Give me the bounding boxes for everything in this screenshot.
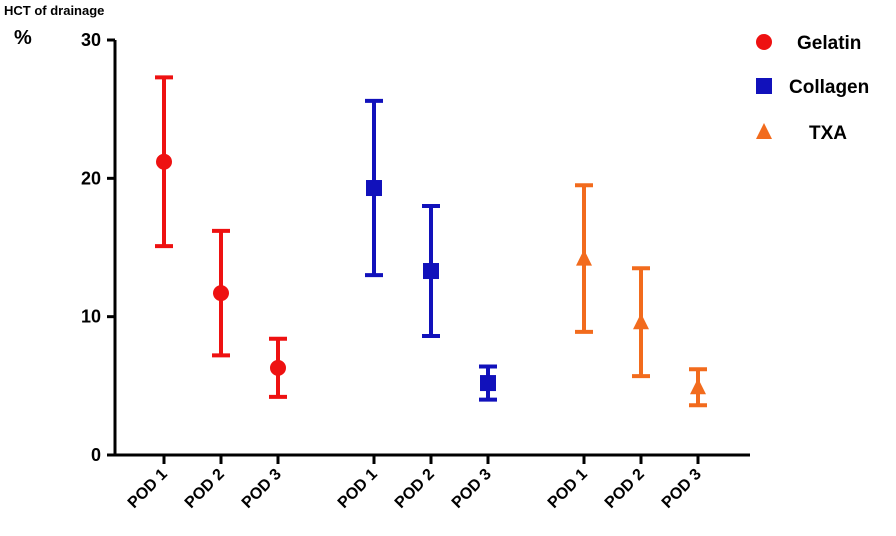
series-layer — [155, 75, 707, 408]
y-axis-unit: % — [14, 27, 32, 49]
y-tick-label: 10 — [81, 307, 101, 327]
data-point — [213, 285, 229, 302]
legend-label-collagen: Collagen — [789, 77, 869, 98]
y-tick-label: 20 — [81, 168, 101, 188]
data-point — [156, 153, 172, 170]
data-point — [270, 359, 286, 376]
data-point — [366, 180, 382, 197]
y-tick-label: 0 — [91, 445, 101, 465]
x-tick-label: POD 3 — [239, 466, 285, 512]
series-txa — [575, 183, 707, 408]
data-point — [423, 263, 439, 280]
legend-marker-gelatin — [756, 34, 772, 50]
legend-label-gelatin: Gelatin — [797, 33, 861, 54]
y-tick-label: 30 — [81, 30, 101, 50]
data-point — [576, 249, 592, 266]
legend-label-txa: TXA — [809, 123, 847, 144]
data-point — [633, 313, 649, 330]
y-ticks: 0 10 20 30 — [81, 30, 115, 465]
series-collagen — [365, 98, 497, 402]
x-tick-label: POD 1 — [335, 466, 381, 512]
x-tick-label: POD 2 — [182, 466, 228, 512]
x-ticks: POD 1 POD 2 POD 3 POD 1 POD 2 POD 3 POD 1 POD 2… — [125, 455, 705, 512]
legend-marker-txa — [756, 123, 772, 139]
y-axis-title: HCT of drainage — [4, 3, 104, 18]
x-tick-label: POD 3 — [449, 466, 495, 512]
x-tick-label: POD 2 — [602, 466, 648, 512]
legend: Gelatin Collagen TXA — [756, 33, 869, 144]
series-gelatin — [155, 75, 287, 399]
data-point — [690, 378, 706, 395]
data-point — [480, 375, 496, 392]
x-tick-label: POD 2 — [392, 466, 438, 512]
x-tick-label: POD 3 — [659, 466, 705, 512]
x-tick-label: POD 1 — [125, 466, 171, 512]
x-tick-label: POD 1 — [545, 466, 591, 512]
legend-marker-collagen — [756, 78, 772, 94]
